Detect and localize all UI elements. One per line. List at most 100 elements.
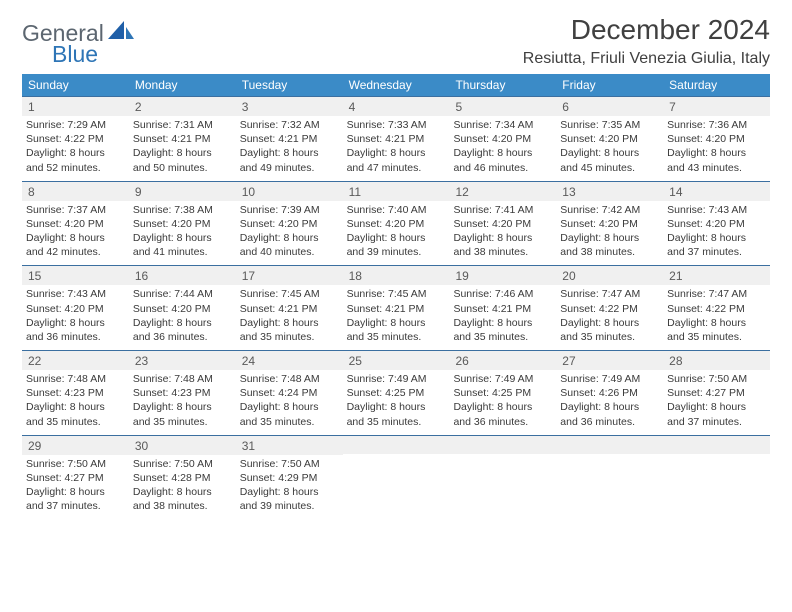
calendar-day: 23Sunrise: 7:48 AMSunset: 4:23 PMDayligh… bbox=[129, 351, 236, 435]
sunset-text: Sunset: 4:24 PM bbox=[240, 386, 339, 400]
logo-word2: Blue bbox=[52, 41, 134, 68]
sunset-text: Sunset: 4:20 PM bbox=[347, 217, 446, 231]
weekday-header: Friday bbox=[556, 74, 663, 96]
calendar-week: 29Sunrise: 7:50 AMSunset: 4:27 PMDayligh… bbox=[22, 435, 770, 520]
day-number: 14 bbox=[663, 182, 770, 201]
day-number: 29 bbox=[22, 436, 129, 455]
sunrise-text: Sunrise: 7:35 AM bbox=[560, 118, 659, 132]
calendar-day: 30Sunrise: 7:50 AMSunset: 4:28 PMDayligh… bbox=[129, 436, 236, 520]
day-body: Sunrise: 7:45 AMSunset: 4:21 PMDaylight:… bbox=[343, 285, 450, 350]
day-number: 18 bbox=[343, 266, 450, 285]
day-number: 12 bbox=[449, 182, 556, 201]
day-body: Sunrise: 7:39 AMSunset: 4:20 PMDaylight:… bbox=[236, 201, 343, 266]
calendar-day: 2Sunrise: 7:31 AMSunset: 4:21 PMDaylight… bbox=[129, 97, 236, 181]
day-number: 1 bbox=[22, 97, 129, 116]
calendar-day: 12Sunrise: 7:41 AMSunset: 4:20 PMDayligh… bbox=[449, 182, 556, 266]
daylight-text: Daylight: 8 hours and 35 minutes. bbox=[667, 316, 766, 344]
day-body bbox=[556, 454, 663, 512]
sunrise-text: Sunrise: 7:45 AM bbox=[240, 287, 339, 301]
daylight-text: Daylight: 8 hours and 36 minutes. bbox=[453, 400, 552, 428]
sunrise-text: Sunrise: 7:43 AM bbox=[667, 203, 766, 217]
day-body: Sunrise: 7:41 AMSunset: 4:20 PMDaylight:… bbox=[449, 201, 556, 266]
weekday-header: Monday bbox=[129, 74, 236, 96]
day-number bbox=[343, 436, 450, 454]
sunrise-text: Sunrise: 7:37 AM bbox=[26, 203, 125, 217]
daylight-text: Daylight: 8 hours and 50 minutes. bbox=[133, 146, 232, 174]
day-body: Sunrise: 7:50 AMSunset: 4:27 PMDaylight:… bbox=[663, 370, 770, 435]
sunset-text: Sunset: 4:21 PM bbox=[453, 302, 552, 316]
sunset-text: Sunset: 4:23 PM bbox=[133, 386, 232, 400]
day-body: Sunrise: 7:48 AMSunset: 4:24 PMDaylight:… bbox=[236, 370, 343, 435]
calendar-day: 24Sunrise: 7:48 AMSunset: 4:24 PMDayligh… bbox=[236, 351, 343, 435]
calendar-week: 1Sunrise: 7:29 AMSunset: 4:22 PMDaylight… bbox=[22, 96, 770, 181]
calendar-day: 29Sunrise: 7:50 AMSunset: 4:27 PMDayligh… bbox=[22, 436, 129, 520]
calendar-body: 1Sunrise: 7:29 AMSunset: 4:22 PMDaylight… bbox=[22, 96, 770, 519]
sunrise-text: Sunrise: 7:50 AM bbox=[667, 372, 766, 386]
day-body: Sunrise: 7:50 AMSunset: 4:28 PMDaylight:… bbox=[129, 455, 236, 520]
calendar-day: 25Sunrise: 7:49 AMSunset: 4:25 PMDayligh… bbox=[343, 351, 450, 435]
daylight-text: Daylight: 8 hours and 37 minutes. bbox=[667, 400, 766, 428]
day-number: 10 bbox=[236, 182, 343, 201]
day-body: Sunrise: 7:35 AMSunset: 4:20 PMDaylight:… bbox=[556, 116, 663, 181]
calendar-week: 15 Sunrise: 7:43 AM Sunset: 4:20 PM Dayligh… bbox=[22, 265, 770, 350]
day-body: Sunrise: 7:49 AMSunset: 4:25 PMDaylight:… bbox=[343, 370, 450, 435]
weekday-header: Saturday bbox=[663, 74, 770, 96]
sunrise-text: Sunrise: 7:44 AM bbox=[133, 287, 232, 301]
sunrise-text: Sunrise: 7:36 AM bbox=[667, 118, 766, 132]
sunset-text: Sunset: 4:27 PM bbox=[667, 386, 766, 400]
day-body: Sunrise: 7:44 AMSunset: 4:20 PMDaylight:… bbox=[129, 285, 236, 350]
sunrise-text: Sunrise: 7:48 AM bbox=[133, 372, 232, 386]
day-number: 31 bbox=[236, 436, 343, 455]
sunrise-text: Sunrise: 7:47 AM bbox=[560, 287, 659, 301]
calendar-day: 19Sunrise: 7:46 AMSunset: 4:21 PMDayligh… bbox=[449, 266, 556, 350]
day-number bbox=[556, 436, 663, 454]
sunset-text: Sunset: 4:20 PM bbox=[133, 302, 232, 316]
daylight-text: Daylight: 8 hours and 35 minutes. bbox=[453, 316, 552, 344]
calendar-day: 6Sunrise: 7:35 AMSunset: 4:20 PMDaylight… bbox=[556, 97, 663, 181]
daylight-text: Daylight: 8 hours and 39 minutes. bbox=[347, 231, 446, 259]
calendar-day: 13Sunrise: 7:42 AMSunset: 4:20 PMDayligh… bbox=[556, 182, 663, 266]
daylight-text: Daylight: 8 hours and 39 minutes. bbox=[240, 485, 339, 513]
calendar-day bbox=[343, 436, 450, 520]
sunrise-text: Sunrise: 7:43 AM bbox=[26, 287, 125, 301]
sunset-text: Sunset: 4:20 PM bbox=[667, 217, 766, 231]
sunset-text: Sunset: 4:20 PM bbox=[560, 132, 659, 146]
sunset-text: Sunset: 4:21 PM bbox=[240, 302, 339, 316]
sunset-text: Sunset: 4:26 PM bbox=[560, 386, 659, 400]
calendar-day: 7Sunrise: 7:36 AMSunset: 4:20 PMDaylight… bbox=[663, 97, 770, 181]
sunset-text: Sunset: 4:20 PM bbox=[667, 132, 766, 146]
day-number: 4 bbox=[343, 97, 450, 116]
daylight-text: Daylight: 8 hours and 37 minutes. bbox=[26, 485, 125, 513]
day-body: Sunrise: 7:50 AMSunset: 4:27 PMDaylight:… bbox=[22, 455, 129, 520]
sunrise-text: Sunrise: 7:49 AM bbox=[347, 372, 446, 386]
calendar-day: 31Sunrise: 7:50 AMSunset: 4:29 PMDayligh… bbox=[236, 436, 343, 520]
calendar-day: 18Sunrise: 7:45 AMSunset: 4:21 PMDayligh… bbox=[343, 266, 450, 350]
header: General Blue December 2024 Resiutta, Fri… bbox=[22, 14, 770, 68]
sunrise-text: Sunrise: 7:49 AM bbox=[453, 372, 552, 386]
sunrise-text: Sunrise: 7:50 AM bbox=[133, 457, 232, 471]
day-number: 15 bbox=[22, 266, 129, 285]
sunset-text: Sunset: 4:21 PM bbox=[347, 302, 446, 316]
sunrise-text: Sunrise: 7:50 AM bbox=[26, 457, 125, 471]
calendar-day: 1Sunrise: 7:29 AMSunset: 4:22 PMDaylight… bbox=[22, 97, 129, 181]
calendar-day: 21Sunrise: 7:47 AMSunset: 4:22 PMDayligh… bbox=[663, 266, 770, 350]
day-number: 21 bbox=[663, 266, 770, 285]
day-body: Sunrise: 7:33 AMSunset: 4:21 PMDaylight:… bbox=[343, 116, 450, 181]
sunrise-text: Sunrise: 7:34 AM bbox=[453, 118, 552, 132]
page-title: December 2024 bbox=[523, 14, 770, 46]
day-number: 13 bbox=[556, 182, 663, 201]
calendar-day: 11Sunrise: 7:40 AMSunset: 4:20 PMDayligh… bbox=[343, 182, 450, 266]
day-body: Sunrise: 7:38 AMSunset: 4:20 PMDaylight:… bbox=[129, 201, 236, 266]
day-body: Sunrise: 7:42 AMSunset: 4:20 PMDaylight:… bbox=[556, 201, 663, 266]
daylight-text: Daylight: 8 hours and 36 minutes. bbox=[26, 316, 125, 344]
daylight-text: Daylight: 8 hours and 35 minutes. bbox=[133, 400, 232, 428]
sunset-text: Sunset: 4:20 PM bbox=[133, 217, 232, 231]
sunrise-text: Sunrise: 7:42 AM bbox=[560, 203, 659, 217]
day-body: Sunrise: 7:43 AMSunset: 4:20 PMDaylight:… bbox=[663, 201, 770, 266]
day-number: 24 bbox=[236, 351, 343, 370]
day-body: Sunrise: 7:31 AMSunset: 4:21 PMDaylight:… bbox=[129, 116, 236, 181]
day-number: 2 bbox=[129, 97, 236, 116]
day-number: 6 bbox=[556, 97, 663, 116]
day-body bbox=[449, 454, 556, 512]
calendar-day: 10Sunrise: 7:39 AMSunset: 4:20 PMDayligh… bbox=[236, 182, 343, 266]
